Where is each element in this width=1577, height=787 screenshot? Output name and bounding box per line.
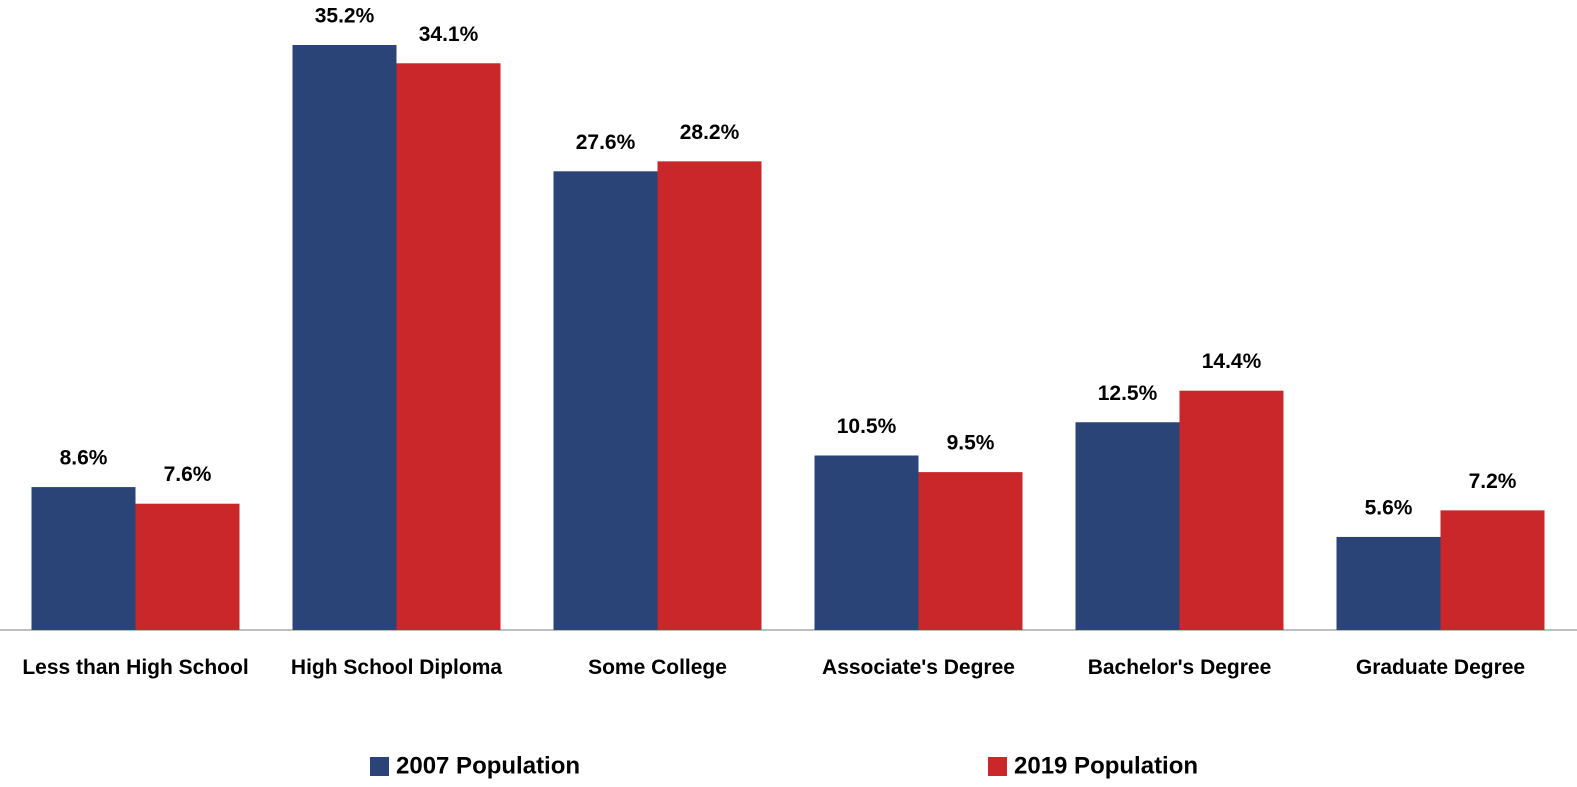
bar xyxy=(1179,390,1284,630)
bar xyxy=(135,503,240,630)
bar xyxy=(292,45,397,630)
value-label: 12.5% xyxy=(1098,382,1158,405)
legend-swatch xyxy=(988,757,1007,776)
value-label: 35.2% xyxy=(315,5,375,28)
value-label: 27.6% xyxy=(576,131,636,154)
bar xyxy=(1075,422,1180,630)
value-label: 28.2% xyxy=(680,121,740,144)
bar xyxy=(1440,510,1545,630)
value-label: 34.1% xyxy=(419,23,479,46)
bar xyxy=(31,487,136,630)
value-label: 8.6% xyxy=(60,447,108,470)
x-tick-label: Some College xyxy=(588,656,727,679)
x-tick-label: High School Diploma xyxy=(290,656,503,679)
bar xyxy=(1336,536,1441,630)
x-tick-label: Bachelor's Degree xyxy=(1087,656,1272,679)
x-tick-label: Associate's Degree xyxy=(822,656,1015,679)
value-label: 10.5% xyxy=(837,415,897,438)
value-label: 7.6% xyxy=(164,463,212,486)
value-label: 9.5% xyxy=(947,432,995,455)
legend-swatch xyxy=(370,757,389,776)
value-label: 14.4% xyxy=(1202,350,1262,373)
bar xyxy=(657,161,762,631)
bar xyxy=(553,171,658,630)
x-tick-label: Less than High School xyxy=(22,656,249,679)
legend-label: 2019 Population xyxy=(1014,752,1198,779)
value-label: 5.6% xyxy=(1365,496,1413,519)
x-tick-label: Graduate Degree xyxy=(1355,656,1526,679)
value-label: 7.2% xyxy=(1469,470,1517,493)
bar xyxy=(814,455,919,630)
bar xyxy=(918,472,1023,630)
legend-label: 2007 Population xyxy=(396,752,580,779)
bar xyxy=(396,63,501,630)
